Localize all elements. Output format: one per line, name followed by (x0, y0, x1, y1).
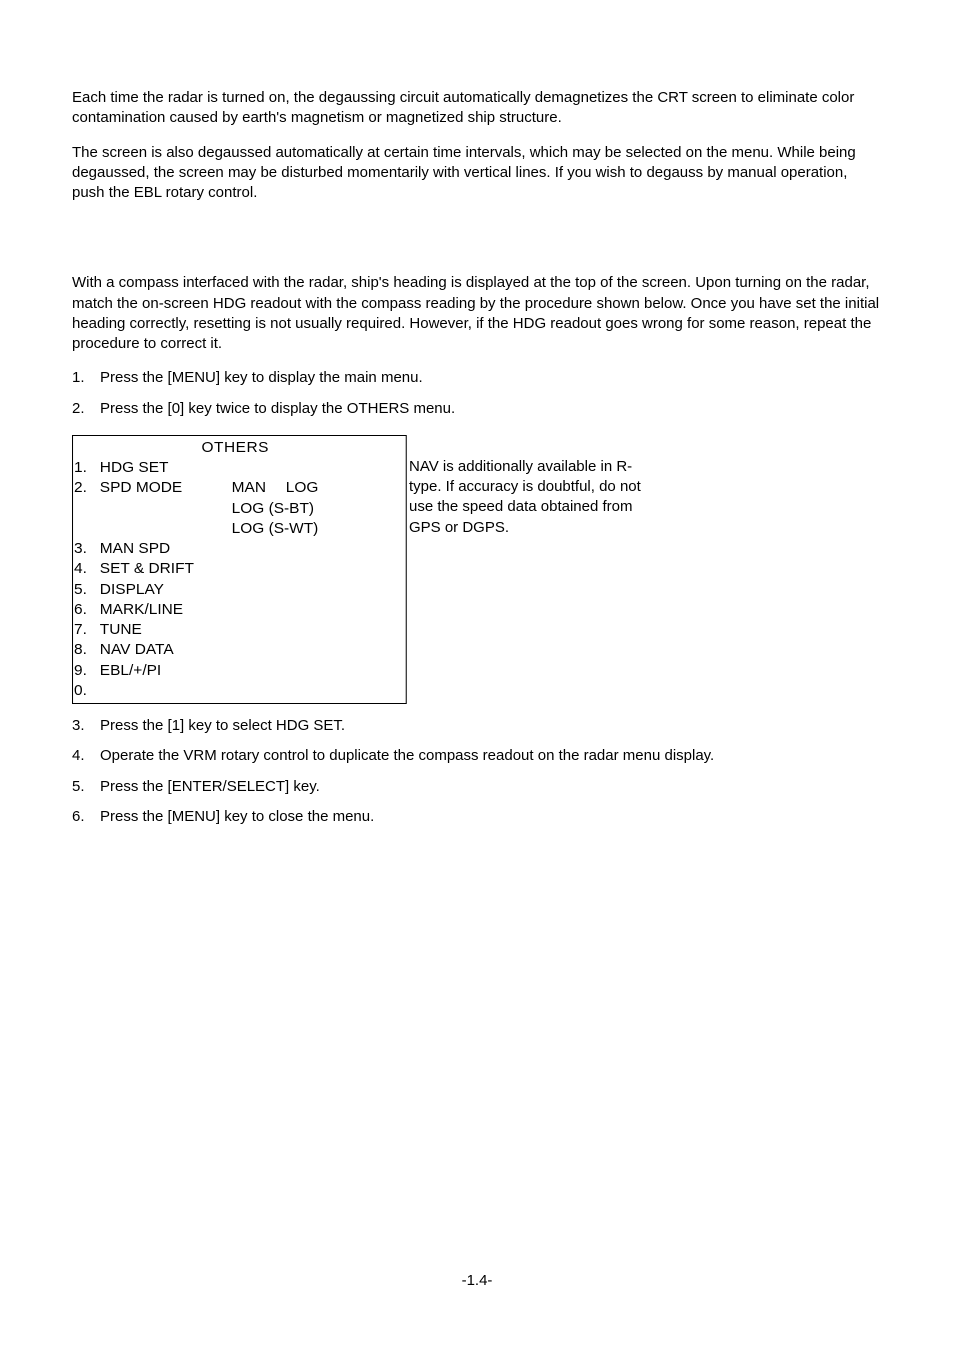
menu-num: 6. (73, 600, 100, 620)
menu-opts (232, 640, 398, 660)
paragraph-3: With a compass interfaced with the radar… (72, 273, 882, 354)
menu-line: 9. EBL/+/PI (73, 661, 397, 681)
step-3-number: 3. (72, 716, 100, 736)
menu-num: 9. (73, 661, 100, 681)
step-6: 6. Press the [MENU] key to close the men… (72, 807, 882, 827)
menu-opts (232, 600, 398, 620)
step-5-number: 5. (72, 777, 100, 797)
step-2-text: Press the [0] key twice to display the O… (100, 399, 455, 419)
menu-label: MAN SPD (100, 539, 232, 559)
menu-label: DISPLAY (100, 580, 232, 600)
menu-label: EBL/+/PI (100, 661, 232, 681)
menu-opts (232, 559, 398, 579)
menu-label (100, 499, 232, 519)
menu-num: 5. (73, 580, 100, 600)
menu-opts: LOG (S-WT) (232, 519, 398, 539)
step-6-number: 6. (72, 807, 100, 827)
menu-opts (232, 580, 398, 600)
menu-opts (232, 539, 398, 559)
menu-label: HDG SET (100, 458, 232, 478)
menu-label: SPD MODE (100, 478, 232, 498)
step-1-number: 1. (72, 368, 100, 388)
menu-opts (232, 681, 398, 701)
step-1-text: Press the [MENU] key to display the main… (100, 368, 423, 388)
menu-label: MARK/LINE (100, 600, 232, 620)
menu-opts (232, 458, 398, 478)
step-5: 5. Press the [ENTER/SELECT] key. (72, 777, 882, 797)
menu-label: NAV DATA (100, 640, 232, 660)
menu-line: 5. DISPLAY (73, 580, 397, 600)
menu-line: 6. MARK/LINE (73, 600, 397, 620)
paragraph-1: Each time the radar is turned on, the de… (72, 88, 882, 129)
menu-opts: MAN LOG (232, 478, 398, 498)
menu-label (100, 681, 232, 701)
menu-label: SET & DRIFT (100, 559, 232, 579)
menu-line: LOG (S-WT) (73, 519, 397, 539)
menu-num: 8. (73, 640, 100, 660)
menu-num: 2. (73, 478, 100, 498)
step-2-number: 2. (72, 399, 100, 419)
menu-opts: LOG (S-BT) (232, 499, 398, 519)
menu-num: 3. (73, 539, 100, 559)
others-menu-title: OTHERS (73, 438, 397, 458)
step-3-text: Press the [1] key to select HDG SET. (100, 716, 345, 736)
step-2: 2. Press the [0] key twice to display th… (72, 399, 882, 419)
others-menu-row: OTHERS 1. HDG SET 2. SPD MODE MAN LOG LO… (72, 435, 882, 704)
menu-line: 0. (73, 681, 397, 701)
menu-opts (232, 620, 398, 640)
step-1: 1. Press the [MENU] key to display the m… (72, 368, 882, 388)
menu-line: 1. HDG SET (73, 458, 397, 478)
menu-num: 1. (73, 458, 100, 478)
menu-num: 4. (73, 559, 100, 579)
menu-line: LOG (S-BT) (73, 499, 397, 519)
others-menu-box: OTHERS 1. HDG SET 2. SPD MODE MAN LOG LO… (72, 435, 407, 704)
menu-line: 2. SPD MODE MAN LOG (73, 478, 397, 498)
menu-label (100, 519, 232, 539)
menu-num: 7. (73, 620, 100, 640)
step-5-text: Press the [ENTER/SELECT] key. (100, 777, 320, 797)
menu-opts (232, 661, 398, 681)
side-note: NAV is additionally available in R-type.… (397, 435, 647, 704)
menu-line: 7. TUNE (73, 620, 397, 640)
step-6-text: Press the [MENU] key to close the menu. (100, 807, 374, 827)
menu-num: 0. (73, 681, 100, 701)
menu-line: 8. NAV DATA (73, 640, 397, 660)
step-4-text: Operate the VRM rotary control to duplic… (100, 746, 714, 766)
step-4: 4. Operate the VRM rotary control to dup… (72, 746, 882, 766)
menu-num (73, 499, 100, 519)
menu-line: 3. MAN SPD (73, 539, 397, 559)
page-footer: -1.4- (0, 1271, 954, 1291)
menu-num (73, 519, 100, 539)
menu-label: TUNE (100, 620, 232, 640)
menu-line: 4. SET & DRIFT (73, 559, 397, 579)
step-3: 3. Press the [1] key to select HDG SET. (72, 716, 882, 736)
step-4-number: 4. (72, 746, 100, 766)
paragraph-2: The screen is also degaussed automatical… (72, 143, 882, 204)
